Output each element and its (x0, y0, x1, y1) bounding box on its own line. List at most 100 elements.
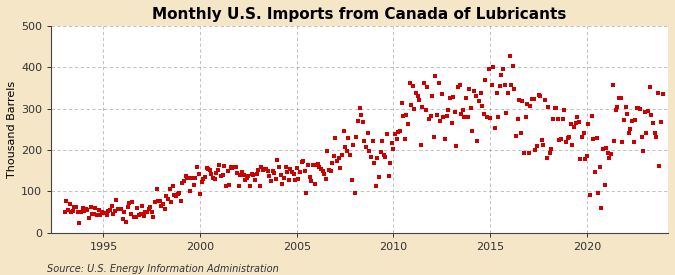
Point (267, 169, 278, 173)
Point (435, 118, 446, 123)
Point (475, 91, 486, 95)
Point (238, 173, 249, 177)
Point (538, 143, 549, 147)
Point (547, 117, 558, 121)
Point (269, 171, 279, 175)
Point (626, 119, 637, 123)
Point (84, 216, 95, 220)
Point (351, 134, 362, 139)
Point (625, 127, 636, 131)
Point (421, 108, 431, 112)
Point (109, 208, 120, 213)
Point (425, 114, 436, 118)
Point (106, 204, 117, 209)
Point (298, 159, 308, 163)
Point (148, 215, 159, 219)
Point (248, 172, 259, 177)
Point (323, 167, 334, 172)
Point (230, 165, 241, 169)
Point (167, 184, 178, 188)
Point (458, 108, 468, 112)
Point (634, 107, 645, 111)
Point (472, 139, 483, 144)
Point (523, 151, 534, 155)
Point (223, 183, 234, 187)
Point (193, 172, 204, 176)
Point (566, 122, 576, 127)
Point (552, 117, 563, 122)
Point (97, 210, 107, 214)
Point (504, 54, 515, 59)
Point (190, 176, 200, 180)
Point (388, 147, 399, 152)
Point (138, 214, 149, 218)
Point (356, 112, 367, 117)
Point (290, 178, 300, 182)
Point (423, 117, 434, 122)
Point (612, 105, 623, 109)
Point (264, 173, 275, 178)
Point (618, 118, 629, 122)
Point (82, 208, 92, 212)
Point (150, 200, 161, 204)
Point (200, 175, 211, 179)
Point (245, 184, 256, 189)
Point (300, 169, 310, 174)
Point (256, 165, 267, 169)
Point (205, 167, 215, 172)
Point (512, 117, 523, 121)
Point (383, 173, 394, 178)
Point (179, 178, 190, 183)
Point (221, 183, 232, 188)
Point (591, 136, 602, 140)
Point (643, 109, 653, 113)
Point (61, 199, 72, 203)
Point (227, 166, 238, 170)
Point (526, 97, 537, 101)
Point (593, 190, 603, 195)
Point (234, 184, 244, 189)
Point (358, 120, 369, 125)
Point (331, 158, 342, 163)
Point (459, 114, 470, 119)
Point (98, 211, 109, 215)
Point (631, 105, 642, 110)
Point (372, 156, 383, 161)
Point (605, 152, 616, 156)
Point (232, 170, 242, 175)
Point (325, 169, 336, 174)
Point (196, 180, 207, 185)
Point (158, 201, 169, 206)
Point (275, 172, 286, 177)
Point (335, 166, 346, 170)
Point (580, 156, 591, 161)
Point (246, 172, 257, 176)
Point (614, 95, 624, 100)
Point (637, 134, 647, 139)
Point (522, 102, 533, 106)
Point (588, 136, 599, 141)
Point (185, 188, 196, 193)
Point (124, 200, 134, 205)
Point (293, 176, 304, 181)
Point (541, 156, 552, 161)
Point (130, 215, 141, 219)
Point (429, 135, 439, 140)
Point (585, 192, 595, 197)
Point (418, 81, 429, 86)
Point (410, 91, 421, 95)
Point (443, 108, 454, 112)
Point (304, 175, 315, 180)
Point (509, 86, 520, 91)
Point (597, 146, 608, 151)
Point (143, 207, 154, 211)
Point (387, 141, 398, 145)
Point (431, 112, 442, 117)
Point (628, 140, 639, 144)
Point (163, 197, 173, 201)
Point (402, 122, 413, 127)
Point (340, 145, 350, 149)
Point (395, 129, 406, 133)
Point (319, 172, 329, 176)
Point (556, 137, 566, 141)
